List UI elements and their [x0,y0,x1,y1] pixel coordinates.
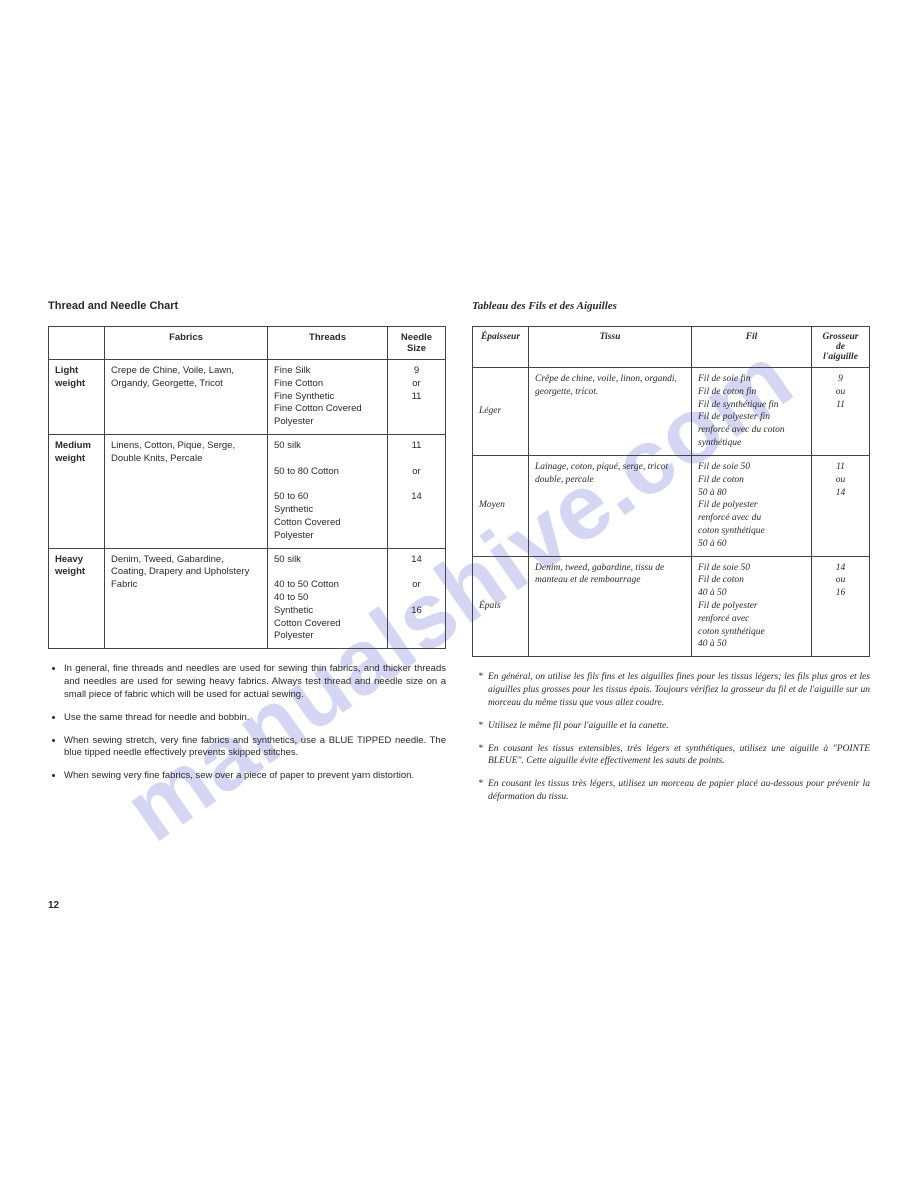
threads-cell: Fil de soie 50 Fil de coton 40 à 50 Fil … [692,556,812,657]
needle-cell: 14 ou 16 [812,556,870,657]
note-item: Utilisez le même fil pour l'aiguille et … [488,720,870,733]
table-row: Medium weight Linens, Cotton, Pique, Ser… [49,435,446,549]
table-row: Heavy weight Denim, Tweed, Gabardine, Co… [49,548,446,649]
header-threads: Threads [268,327,388,360]
needle-cell: 9 ou 11 [812,368,870,456]
weight-cell: Light weight [49,360,105,435]
note-item: Use the same thread for needle and bobbi… [64,712,446,725]
header-epaisseur: Épaisseur [473,327,529,368]
header-tissu: Tissu [529,327,692,368]
threads-cell: Fil de soie fin Fil de coton fin Fil de … [692,368,812,456]
note-item: En cousant les tissus extensibles, très … [488,743,870,769]
threads-cell: Fil de soie 50 Fil de coton 50 à 80 Fil … [692,455,812,556]
note-item: En général, on utilise les fils fins et … [488,671,870,709]
fabrics-cell: Crepe de Chine, Voile, Lawn, Organdy, Ge… [105,360,268,435]
weight-cell: Moyen [473,455,529,556]
french-title: Tableau des Fils et des Aiguilles [472,300,870,312]
header-needle: Needle Size [388,327,446,360]
note-item: En cousant les tissus très légers, utili… [488,778,870,804]
table-row: Épais Denim, tweed, gabardine, tissu de … [473,556,870,657]
table-row: Moyen Lainage, coton, piqué, serge, tric… [473,455,870,556]
table-row: Light weight Crepe de Chine, Voile, Lawn… [49,360,446,435]
weight-cell: Medium weight [49,435,105,549]
needle-cell: 9 or 11 [388,360,446,435]
threads-cell: Fine Silk Fine Cotton Fine Synthetic Fin… [268,360,388,435]
table-header-row: Épaisseur Tissu Fil Grosseur de l'aiguil… [473,327,870,368]
header-grosseur: Grosseur de l'aiguille [812,327,870,368]
fabrics-cell: Crêpe de chine, voile, linon, organdi, g… [529,368,692,456]
weight-cell: Heavy weight [49,548,105,649]
french-table: Épaisseur Tissu Fil Grosseur de l'aiguil… [472,326,870,657]
fabrics-cell: Linens, Cotton, Pique, Serge, Double Kni… [105,435,268,549]
note-item: When sewing very fine fabrics, sew over … [64,770,446,783]
fabrics-cell: Denim, Tweed, Gabardine, Coating, Draper… [105,548,268,649]
fabrics-cell: Denim, tweed, gabardine, tissu de mantea… [529,556,692,657]
table-header-row: Fabrics Threads Needle Size [49,327,446,360]
threads-cell: 50 silk 50 to 80 Cotton 50 to 60 Synthet… [268,435,388,549]
fabrics-cell: Lainage, coton, piqué, serge, tricot dou… [529,455,692,556]
needle-cell: 14 or 16 [388,548,446,649]
page-number: 12 [48,900,59,911]
threads-cell: 50 silk 40 to 50 Cotton 40 to 50 Synthet… [268,548,388,649]
page-content: Thread and Needle Chart Fabrics Threads … [0,0,918,814]
french-column: Tableau des Fils et des Aiguilles Épaiss… [472,300,870,814]
note-item: When sewing stretch, very fine fabrics a… [64,735,446,761]
english-title: Thread and Needle Chart [48,300,446,312]
table-row: Léger Crêpe de chine, voile, linon, orga… [473,368,870,456]
weight-cell: Épais [473,556,529,657]
header-fabrics: Fabrics [105,327,268,360]
weight-cell: Léger [473,368,529,456]
english-column: Thread and Needle Chart Fabrics Threads … [48,300,446,814]
french-notes: En général, on utilise les fils fins et … [472,671,870,804]
english-notes: In general, fine threads and needles are… [48,663,446,783]
needle-cell: 11 ou 14 [812,455,870,556]
header-fil: Fil [692,327,812,368]
needle-cell: 11 or 14 [388,435,446,549]
english-table: Fabrics Threads Needle Size Light weight… [48,326,446,649]
header-blank [49,327,105,360]
note-item: In general, fine threads and needles are… [64,663,446,701]
